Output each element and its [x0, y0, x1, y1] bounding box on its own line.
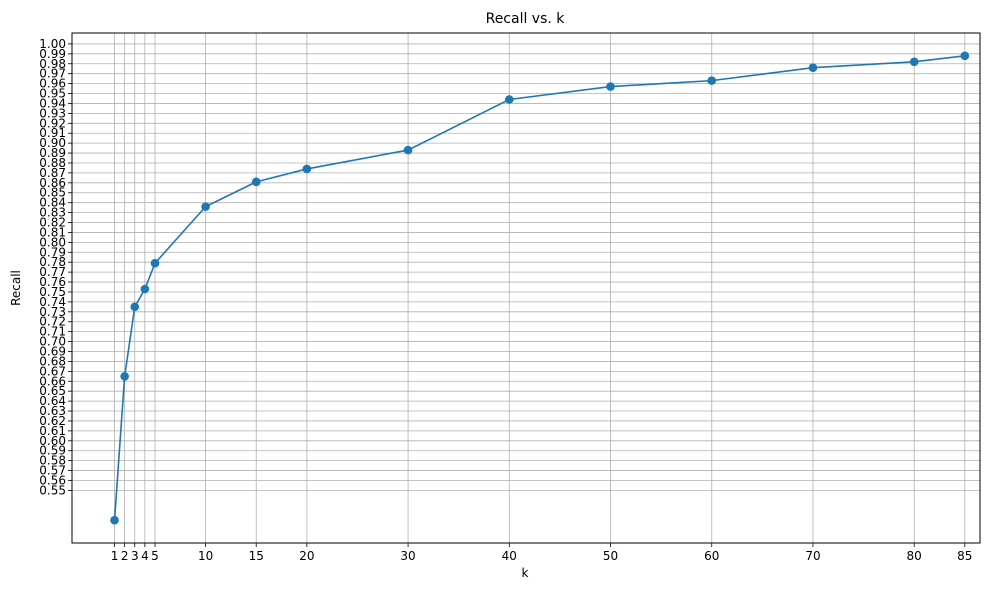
- data-point: [251, 177, 261, 187]
- y-tick-label: 0.85: [39, 186, 66, 200]
- y-tick-label: 0.90: [39, 136, 66, 150]
- data-point: [707, 76, 717, 85]
- y-tick-label: 0.98: [39, 57, 66, 71]
- y-tick-label: 0.61: [39, 424, 66, 438]
- y-tick-label: 0.97: [39, 67, 66, 81]
- y-tick-label: 0.66: [39, 374, 66, 388]
- y-tick-label: 0.74: [39, 295, 66, 309]
- y-tick-label: 0.99: [39, 47, 66, 61]
- y-tick-label: 0.84: [39, 196, 66, 210]
- y-tick-label: 0.91: [39, 126, 66, 140]
- x-tick-label: 60: [704, 549, 719, 563]
- y-tick-label: 0.87: [39, 166, 66, 180]
- y-tick-label: 0.95: [39, 87, 66, 101]
- y-tick-label: 0.80: [39, 235, 66, 249]
- x-tick-label: 10: [198, 549, 213, 563]
- y-tick-label: 0.77: [39, 265, 66, 279]
- data-point: [140, 284, 150, 294]
- y-tick-label: 0.68: [39, 354, 66, 368]
- y-tick-label: 0.59: [39, 444, 66, 458]
- y-tick-label: 0.70: [39, 335, 66, 349]
- x-tick-label: 20: [299, 549, 314, 563]
- y-tick-label: 0.78: [39, 255, 66, 269]
- x-tick-label: 85: [957, 549, 972, 563]
- grid-layer: [72, 33, 980, 543]
- y-tick-label: 0.93: [39, 106, 66, 120]
- y-tick-label: 1.00: [39, 37, 66, 51]
- data-point: [808, 63, 818, 73]
- y-tick-label: 0.67: [39, 364, 66, 378]
- data-point: [606, 82, 615, 91]
- data-point: [130, 302, 140, 312]
- data-point: [403, 145, 413, 155]
- data-point: [110, 515, 119, 525]
- y-tick-label: 0.89: [39, 146, 66, 160]
- x-tick-label: 1: [111, 549, 119, 563]
- y-axis-label: Recall: [9, 270, 23, 306]
- series-layer: [110, 51, 970, 525]
- x-tick-label: 4: [141, 549, 149, 563]
- tick-layer: 1 2 3 4 5 10 15 20 30 40 50 60 70 80 850.550.560.570.5…: [39, 37, 972, 563]
- y-tick-label: 0.81: [39, 225, 66, 239]
- y-tick-label: 0.60: [39, 434, 66, 448]
- y-tick-label: 0.56: [39, 473, 66, 487]
- y-tick-label: 0.75: [39, 285, 66, 299]
- x-tick-label: 30: [400, 549, 415, 563]
- y-tick-label: 0.82: [39, 216, 66, 230]
- x-axis-label: k: [522, 566, 529, 580]
- data-point: [150, 258, 160, 268]
- y-tick-label: 0.63: [39, 404, 66, 418]
- y-tick-label: 0.58: [39, 454, 66, 468]
- y-tick-label: 0.64: [39, 394, 66, 408]
- y-tick-label: 0.65: [39, 384, 66, 398]
- x-tick-label: 80: [907, 549, 922, 563]
- y-tick-label: 0.92: [39, 116, 66, 130]
- x-tick-label: 40: [502, 549, 517, 563]
- y-tick-label: 0.72: [39, 315, 66, 329]
- y-tick-label: 0.79: [39, 245, 66, 259]
- chart-title: Recall vs. k: [486, 11, 566, 27]
- y-tick-label: 0.69: [39, 345, 66, 359]
- x-tick-label: 2: [121, 549, 129, 563]
- y-tick-label: 0.88: [39, 156, 66, 170]
- y-tick-label: 0.76: [39, 275, 66, 289]
- x-tick-label: 3: [131, 549, 139, 563]
- x-tick-label: 15: [249, 549, 264, 563]
- y-tick-label: 0.96: [39, 77, 66, 91]
- data-point: [201, 202, 210, 211]
- y-tick-label: 0.62: [39, 414, 66, 428]
- y-tick-label: 0.55: [39, 483, 66, 497]
- data-point: [909, 57, 919, 67]
- plot-frame: [71, 32, 981, 544]
- y-tick-label: 0.71: [39, 325, 66, 339]
- axes-layer: [71, 32, 981, 544]
- x-tick-label: 70: [805, 549, 820, 563]
- x-tick-label: 5: [151, 549, 159, 563]
- data-point: [302, 164, 312, 174]
- y-tick-label: 0.83: [39, 206, 66, 220]
- data-point: [504, 95, 514, 104]
- y-tick-label: 0.94: [39, 96, 66, 110]
- data-point: [960, 51, 970, 61]
- y-tick-label: 0.86: [39, 176, 66, 190]
- data-point: [120, 372, 129, 381]
- y-tick-label: 0.57: [39, 464, 66, 478]
- x-tick-label: 50: [603, 549, 618, 563]
- y-tick-label: 0.73: [39, 305, 66, 319]
